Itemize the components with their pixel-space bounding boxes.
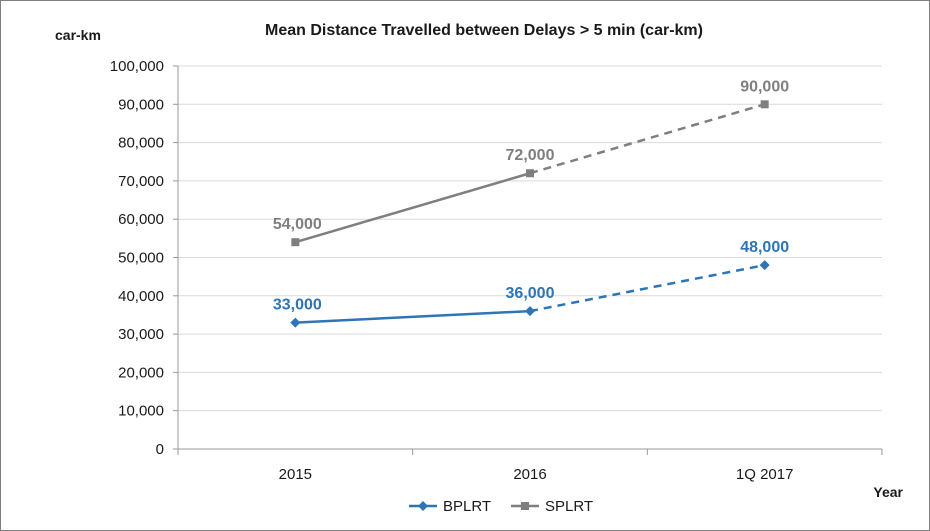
x-tick-label: 2015 [279,466,312,483]
data-point [760,100,769,109]
axes [173,65,883,455]
chart-title: Mean Distance Travelled between Delays >… [265,22,703,39]
y-tick-label: 30,000 [118,326,164,343]
series-splrt [291,100,769,247]
y-tick-label: 50,000 [118,250,164,267]
y-tick-label: 10,000 [118,403,164,420]
data-labels: 33,000 36,000 48,000 54,000 72,000 90,000 [273,78,789,313]
legend-label: SPLRT [545,498,593,515]
series-segment-dashed [529,263,765,313]
series-bplrt [290,260,770,328]
y-axis-title: car-km [55,27,101,43]
y-tick-label: 0 [156,441,164,458]
data-point [291,238,300,247]
x-tick-labels: 2015 2016 1Q 2017 [279,466,794,483]
y-tick-label: 20,000 [118,364,164,381]
x-tick-label: 2016 [513,466,546,483]
data-point [526,169,534,178]
data-label: 72,000 [506,147,555,164]
legend: BPLRT SPLRT [409,498,593,515]
x-tick-label: 1Q 2017 [736,466,794,483]
series-segment [295,309,531,324]
y-tick-label: 40,000 [118,288,164,305]
series-segment-dashed [529,103,766,175]
y-tick-label: 60,000 [118,211,164,228]
x-axis-title: Year [873,484,903,500]
data-point [759,260,770,271]
data-point [525,306,535,317]
legend-label: BPLRT [443,498,491,515]
data-label: 48,000 [740,239,789,256]
series-segment [294,172,531,244]
legend-item-bplrt: BPLRT [409,498,491,515]
gridlines [178,65,882,412]
y-tick-label: 80,000 [118,135,164,152]
y-tick-label: 70,000 [118,173,164,190]
data-point [290,317,301,328]
y-tick-labels: 0 10,000 20,000 30,000 40,000 50,000 60,000 70,… [110,58,164,458]
legend-marker [521,502,529,510]
y-tick-label: 90,000 [118,96,164,113]
data-label: 90,000 [740,78,789,95]
data-label: 36,000 [506,285,555,302]
legend-item-splrt: SPLRT [511,498,593,515]
legend-marker [418,501,428,511]
series-layer [290,100,770,328]
y-tick-label: 100,000 [110,58,164,75]
data-label: 33,000 [273,297,322,314]
data-label: 54,000 [273,216,322,233]
